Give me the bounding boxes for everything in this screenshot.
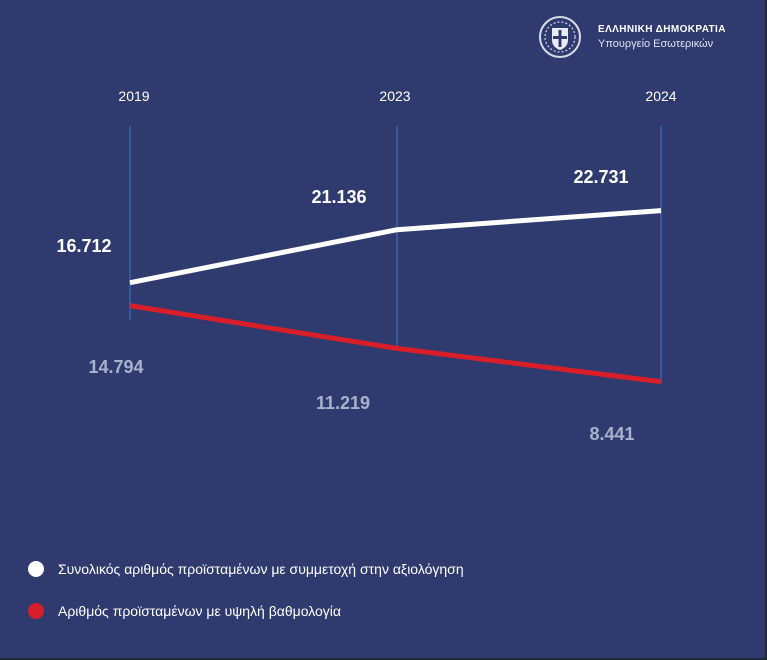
data-label-high-2023: 11.219 <box>316 393 370 413</box>
legend-label-high: Αριθμός προϊσταμένων με υψηλή βαθμολογία <box>58 603 341 619</box>
series-line-total <box>129 208 662 286</box>
x-tick-label-2019: 2019 <box>118 88 149 104</box>
ministry-name: Υπουργείο Εσωτερικών <box>598 38 714 50</box>
org-name: ΕΛΛΗΝΙΚΗ ΔΗΜΟΚΡΑΤΙΑ <box>598 24 726 35</box>
government-logo: ΕΛΛΗΝΙΚΗ ΔΗΜΟΚΡΑΤΙΑ Υπουργείο Εσωτερικών <box>536 14 746 60</box>
legend-marker-white-icon <box>28 561 44 577</box>
data-label-total-2023: 21.136 <box>311 187 366 207</box>
series-line-high <box>129 303 662 385</box>
data-label-total-2019: 16.712 <box>56 236 111 256</box>
data-label-high-2019: 14.794 <box>88 357 143 377</box>
data-label-total-2024: 22.731 <box>573 167 628 187</box>
x-tick-label-2023: 2023 <box>379 88 410 104</box>
data-label-high-2024: 8.441 <box>589 424 634 444</box>
greek-emblem-icon <box>539 16 581 58</box>
legend-label-total: Συνολικός αριθμός προϊσταμένων με συμμετ… <box>58 561 464 577</box>
legend-marker-red-icon <box>28 603 44 619</box>
x-tick-label-2024: 2024 <box>645 88 676 104</box>
